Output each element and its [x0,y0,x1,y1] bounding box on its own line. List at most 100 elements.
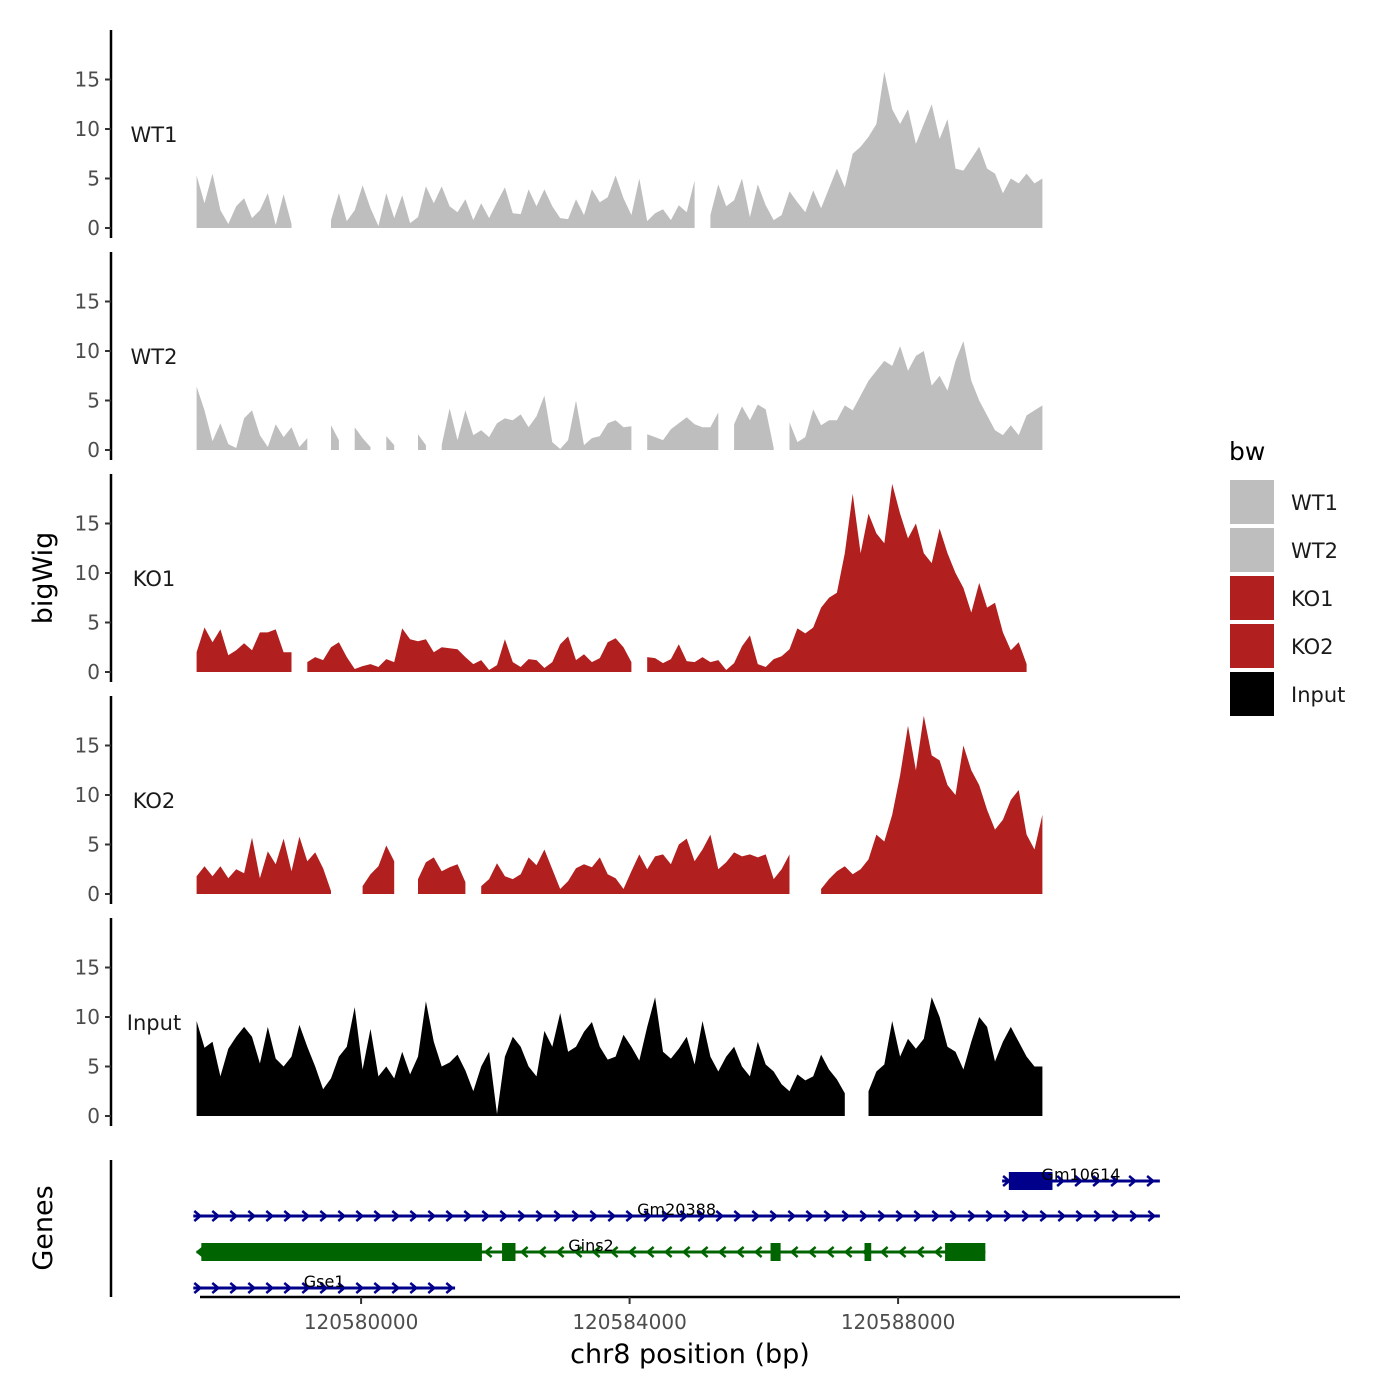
strand-chevron [913,1210,923,1222]
strand-chevron [1110,1175,1120,1187]
strand-chevron [265,1282,275,1294]
gene-gse1: Gse1 [193,1272,456,1294]
track-ko2: 0 5 10 15 KO2 [75,696,1043,906]
track-label-ko2: KO2 [133,789,176,813]
strand-chevron [355,1282,365,1294]
y-tick-label: 5 [87,611,100,635]
strand-chevron [319,1210,329,1222]
strand-chevron [211,1210,221,1222]
strand-chevron [825,1246,835,1258]
strand-chevron [555,1246,565,1258]
track-wt2: 0 5 10 15 WT2 [75,252,1043,462]
strand-chevron [283,1282,293,1294]
strand-chevron [391,1210,401,1222]
strand-chevron [265,1210,275,1222]
y-axis-title: bigWig [28,532,59,625]
y-tick-label: 5 [87,167,100,191]
x-tick-label: 120584000 [572,1310,687,1334]
strand-chevron [681,1246,691,1258]
strand-chevron [1093,1210,1103,1222]
strand-chevron [1147,1210,1157,1222]
strand-chevron [807,1246,817,1258]
strand-chevron [301,1282,311,1294]
strand-chevron [573,1246,583,1258]
track-label-wt1: WT1 [131,123,178,147]
strand-chevron [247,1210,257,1222]
legend-key-wt2 [1230,528,1274,572]
gene-label: Gm20388 [637,1200,716,1219]
strand-chevron [193,1282,203,1294]
strand-chevron [229,1282,239,1294]
y-tick-label: 15 [75,734,100,758]
strand-chevron [735,1246,745,1258]
strand-chevron [409,1282,419,1294]
strand-chevron [843,1246,853,1258]
strand-chevron [499,1210,509,1222]
strand-chevron [823,1210,833,1222]
strand-chevron [625,1210,635,1222]
legend-label-wt2: WT2 [1291,539,1338,563]
y-tick-label: 5 [87,1055,100,1079]
signal-area-wt2 [196,341,1043,450]
strand-chevron [481,1210,491,1222]
genes-axis-title: Genes [28,1185,59,1270]
strand-chevron [877,1210,887,1222]
y-tick-label: 10 [75,117,100,141]
strand-chevron [607,1210,617,1222]
strand-chevron [463,1210,473,1222]
legend-label-input: Input [1291,683,1345,707]
y-tick-label: 0 [87,216,100,240]
strand-chevron [697,1210,707,1222]
y-tick-label: 0 [87,882,100,906]
strand-chevron [897,1246,907,1258]
strand-chevron [915,1246,925,1258]
strand-chevron [751,1210,761,1222]
strand-chevron [931,1210,941,1222]
strand-chevron [337,1210,347,1222]
exon-block [502,1243,516,1261]
strand-chevron [355,1210,365,1222]
strand-chevron [769,1210,779,1222]
exon-block [864,1243,872,1261]
strand-chevron [589,1210,599,1222]
strand-chevron [933,1246,943,1258]
strand-chevron [1146,1175,1156,1187]
track-wt1: 0 5 10 15 WT1 [75,30,1043,240]
strand-chevron [715,1210,725,1222]
strand-chevron [967,1210,977,1222]
legend-label-wt1: WT1 [1291,491,1338,515]
strand-chevron [859,1210,869,1222]
strand-chevron [753,1246,763,1258]
strand-chevron [733,1210,743,1222]
strand-chevron [1128,1175,1138,1187]
y-tick-label: 10 [75,783,100,807]
strand-chevron [519,1246,529,1258]
strand-chevron [1074,1175,1084,1187]
strand-chevron [609,1246,619,1258]
strand-chevron [517,1210,527,1222]
strand-chevron [1056,1175,1066,1187]
strand-chevron [211,1282,221,1294]
strand-chevron [483,1246,493,1258]
x-tick-label: 120588000 [841,1310,956,1334]
strand-chevron [409,1210,419,1222]
strand-chevron [283,1210,293,1222]
strand-chevron [1092,1175,1102,1187]
strand-chevron [1039,1210,1049,1222]
gene-gm10614: Gm10614 [1002,1165,1160,1190]
signal-area-ko2 [196,715,1043,894]
y-tick-label: 10 [75,561,100,585]
strand-chevron [787,1210,797,1222]
gene-gm20388: Gm20388 [193,1200,1160,1222]
legend-key-input [1230,672,1274,716]
strand-chevron [643,1210,653,1222]
strand-chevron [337,1282,347,1294]
y-tick-label: 15 [75,290,100,314]
exon-block [1008,1172,1053,1190]
track-label-ko1: KO1 [133,567,176,591]
strand-chevron [427,1282,437,1294]
strand-chevron [895,1210,905,1222]
strand-chevron [949,1210,959,1222]
strand-chevron [445,1210,455,1222]
